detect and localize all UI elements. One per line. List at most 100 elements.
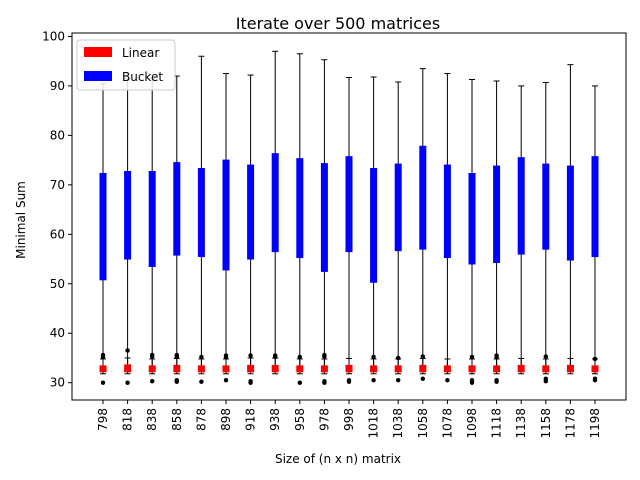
bucket-box-group (345, 77, 353, 371)
linear-outlier (223, 377, 229, 383)
chart-title: Iterate over 500 matrices (236, 14, 440, 33)
x-tick-label: 918 (244, 408, 258, 431)
y-tick-label: 90 (50, 79, 65, 93)
bucket-box-group (247, 74, 255, 371)
x-tick-label: 1018 (367, 408, 381, 439)
plot-layer (99, 50, 599, 385)
bucket-box (271, 153, 279, 253)
linear-outlier (494, 353, 499, 358)
bucket-box (443, 164, 451, 259)
bucket-box (370, 168, 378, 283)
x-tick-label: 1158 (539, 408, 553, 439)
bucket-box (517, 157, 525, 255)
linear-box-group (493, 353, 501, 384)
linear-box-group (591, 356, 599, 383)
x-tick-label: 938 (268, 408, 282, 431)
linear-outlier (174, 377, 180, 383)
y-tick-label: 80 (50, 128, 65, 142)
bucket-box-group (591, 85, 599, 371)
legend-label-bucket: Bucket (122, 70, 163, 84)
linear-outlier (420, 354, 426, 359)
linear-box-group (443, 358, 451, 383)
x-tick-label: 1038 (391, 408, 405, 439)
linear-box-group (566, 357, 574, 375)
bucket-box-group (173, 75, 181, 371)
y-axis-label: Minimal Sum (14, 181, 28, 259)
linear-box-group (222, 353, 230, 383)
bucket-box (542, 163, 550, 250)
x-tick-label: 898 (219, 408, 233, 431)
bucket-box (148, 170, 156, 267)
linear-box-group (247, 353, 255, 385)
linear-outlier (223, 353, 229, 358)
bucket-box-group (197, 55, 205, 371)
linear-box-group (124, 348, 132, 385)
linear-outlier (149, 352, 155, 358)
linear-outlier (322, 378, 327, 384)
linear-outlier (371, 354, 376, 360)
legend: Linear Bucket (76, 39, 176, 91)
linear-box-group (370, 354, 378, 383)
bucket-box (419, 145, 427, 250)
linear-outlier (469, 354, 475, 360)
bucket-box (591, 156, 599, 258)
linear-box-group (345, 357, 353, 384)
y-tick-label: 60 (50, 227, 65, 241)
linear-outlier (248, 353, 253, 358)
linear-box-group (517, 357, 525, 375)
linear-outlier (174, 352, 180, 358)
bucket-box-group (493, 80, 501, 371)
x-tick-label: 1178 (563, 408, 577, 439)
bucket-box (124, 170, 132, 260)
linear-box-group (173, 352, 181, 384)
x-tick-label: 998 (342, 408, 356, 431)
x-tick-label: 1058 (416, 408, 430, 439)
legend-swatch-linear (84, 47, 112, 57)
linear-outlier (272, 353, 278, 358)
linear-outlier (420, 376, 426, 381)
linear-outlier (248, 378, 253, 384)
linear-outlier (149, 378, 155, 384)
bucket-box (493, 165, 501, 263)
y-tick-label: 70 (50, 178, 65, 192)
bucket-box-group (271, 50, 279, 371)
linear-outlier (592, 356, 598, 362)
bucket-box-group (148, 78, 156, 371)
linear-outlier (592, 376, 598, 381)
bucket-box (394, 163, 402, 252)
linear-outlier (494, 377, 499, 383)
x-tick-label: 838 (145, 408, 159, 431)
linear-box-group (99, 352, 107, 385)
bucket-box (566, 165, 574, 261)
bucket-box (173, 162, 181, 256)
x-tick-label: 1078 (440, 408, 454, 439)
linear-outlier (100, 352, 106, 358)
linear-box-group (271, 353, 279, 375)
x-axis-label: Size of (n x n) matrix (275, 452, 401, 466)
linear-box-group (296, 354, 304, 385)
linear-outlier (125, 380, 130, 385)
linear-outlier (395, 355, 401, 361)
x-tick-label: 1118 (490, 408, 504, 439)
x-tick-label: 858 (170, 408, 184, 431)
linear-box-group (542, 354, 550, 384)
bucket-box (320, 163, 328, 272)
linear-outlier (100, 380, 106, 385)
linear-outlier (125, 348, 130, 353)
linear-box-group (148, 352, 156, 384)
linear-outlier (543, 376, 549, 381)
linear-outlier (371, 377, 376, 383)
linear-outlier (297, 354, 303, 360)
linear-box-group (419, 354, 427, 381)
x-axis: 798 818 838 858 878 898 918 938 958 978 998 1018 103… (96, 400, 602, 439)
legend-swatch-bucket (84, 71, 112, 81)
x-tick-label: 1198 (588, 408, 602, 439)
bucket-box (345, 156, 353, 253)
linear-outlier (322, 352, 327, 358)
y-tick-label: 40 (50, 326, 65, 340)
x-tick-label: 878 (194, 408, 208, 431)
x-tick-label: 818 (121, 408, 135, 431)
linear-box-group (394, 355, 402, 383)
